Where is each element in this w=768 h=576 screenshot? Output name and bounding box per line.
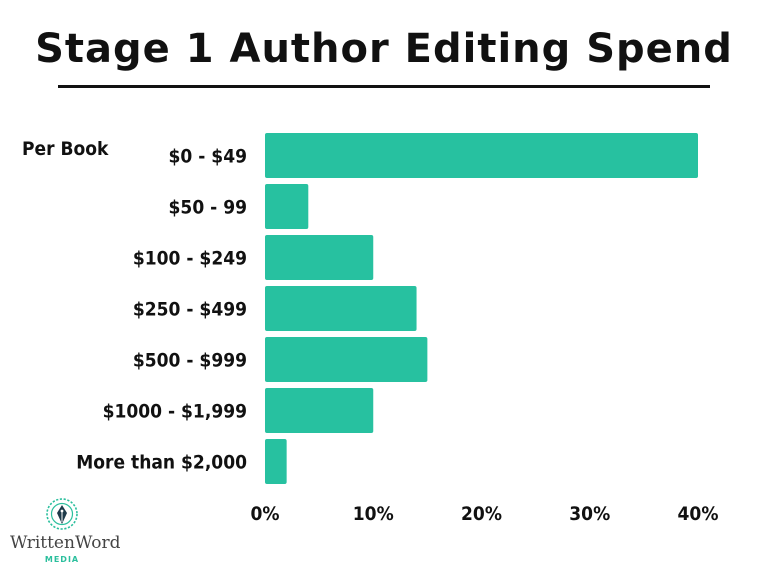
category-label-0: $0 - $49 bbox=[169, 146, 247, 168]
x-tick-label-0: 0% bbox=[250, 503, 279, 525]
category-label-1: $50 - 99 bbox=[169, 197, 247, 219]
fountain-pen-nib-icon bbox=[46, 498, 78, 530]
category-label-5: $1000 - $1,999 bbox=[103, 401, 247, 423]
bar-2 bbox=[265, 235, 374, 280]
chart-title: Stage 1 Author Editing Spend bbox=[35, 26, 733, 72]
bar-3 bbox=[265, 286, 417, 331]
bar-5 bbox=[265, 388, 374, 433]
x-tick-label-1: 10% bbox=[353, 503, 394, 525]
logo-brand-text: WrittenWord bbox=[10, 533, 121, 553]
category-label-4: $500 - $999 bbox=[133, 350, 247, 372]
per-book-label: Per Book bbox=[22, 138, 109, 160]
x-tick-label-4: 40% bbox=[678, 503, 719, 525]
x-tick-label-2: 20% bbox=[461, 503, 502, 525]
category-label-3: $250 - $499 bbox=[133, 299, 247, 321]
bar-4 bbox=[265, 337, 428, 382]
logo-sub-text: MEDIA bbox=[44, 555, 80, 564]
category-label-6: More than $2,000 bbox=[76, 452, 247, 474]
writtenword-logo: WrittenWord MEDIA bbox=[10, 497, 121, 567]
category-label-2: $100 - $249 bbox=[133, 248, 247, 270]
bars-group bbox=[265, 133, 698, 484]
category-labels-group: $0 - $49 $50 - 99 $100 - $249 $250 - $499 $5… bbox=[76, 146, 247, 474]
bar-6 bbox=[265, 439, 287, 484]
x-tick-labels-group: 0% 10% 20% 30% 40% bbox=[250, 503, 718, 525]
x-tick-label-3: 30% bbox=[569, 503, 610, 525]
title-underline bbox=[58, 85, 710, 88]
bar-1 bbox=[265, 184, 309, 229]
bar-0 bbox=[265, 133, 698, 178]
